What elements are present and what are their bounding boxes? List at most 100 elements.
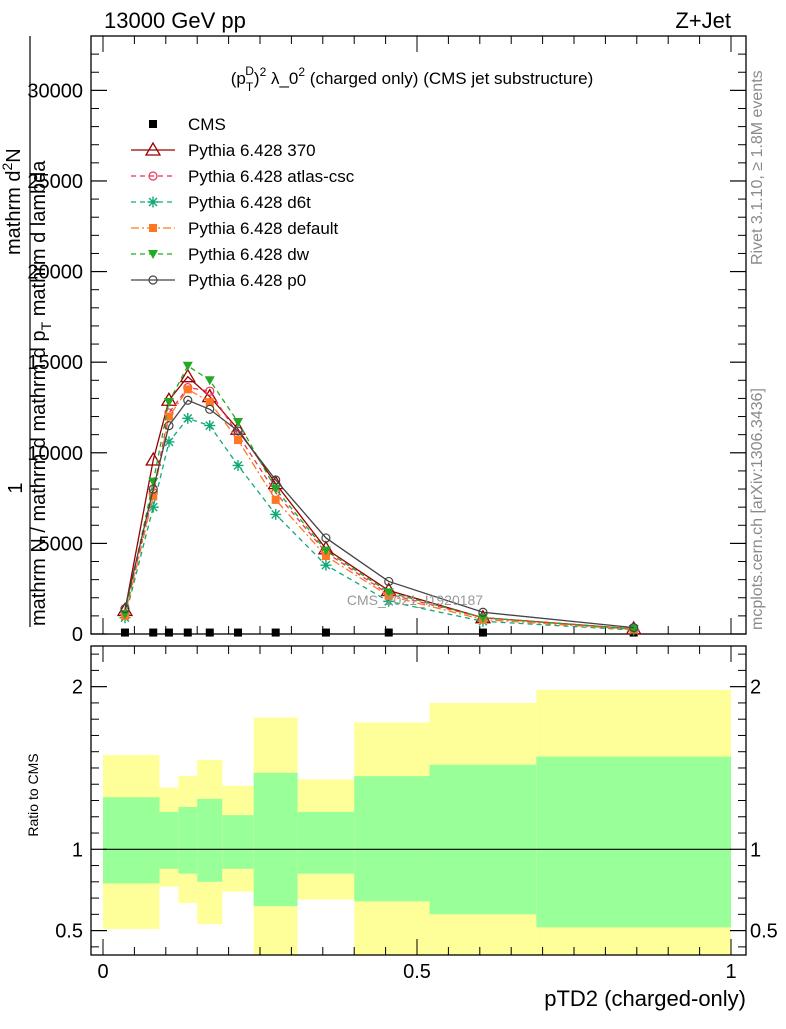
series-point [271,628,280,637]
series-point [233,426,243,436]
legend-swatch-marker [147,196,159,208]
ratio-band-inner [297,811,355,874]
series-point [478,607,488,617]
series-point [205,404,215,414]
legend-item: Pythia 6.428 370 [131,141,316,160]
series-point [164,421,174,431]
series-point [270,508,282,520]
ratio-band-inner [178,807,198,874]
series-point [182,412,194,424]
ratio-ylabel: Ratio to CMS [25,753,41,836]
legend-label: CMS [188,115,226,134]
legend-swatch-marker [149,224,157,232]
ratio-ytick-label-right: 0.5 [750,921,778,943]
legend-swatch-marker [148,250,158,259]
series-point [383,595,395,607]
main-ytick-label: 0 [72,624,83,646]
series-point [320,546,331,556]
ratio-band-inner [103,797,160,884]
ratio-gap [297,899,355,955]
series-point [271,475,281,485]
legend-item: Pythia 6.428 p0 [131,271,306,290]
series-point [234,436,243,445]
legend-label: Pythia 6.428 d6t [188,193,311,212]
legend-label: Pythia 6.428 atlas-csc [188,167,355,186]
title-sub: T [246,80,254,94]
series-point [321,552,330,561]
main-ytick-label: 5000 [39,533,84,555]
series-point [120,604,130,614]
xtick-label: 0.5 [403,961,431,983]
legend-swatch-marker [148,275,158,285]
ylabel-one: 1 [5,482,27,493]
series-line [124,399,634,629]
ratio-ytick-label-left: 1 [72,839,83,861]
legend: CMS Pythia 6.428 370 Pythia 6.428 atlas-cs… [131,115,355,290]
series-point [321,628,330,637]
main-ytick-label: 25000 [27,171,83,193]
series-point [478,628,487,637]
legend-label: Pythia 6.428 dw [188,245,310,264]
series-point [234,628,243,637]
series-layer [116,361,642,637]
series-0 [120,628,638,637]
title-rest: (charged only) (CMS jet substructure) [305,69,593,88]
legend-label: Pythia 6.428 370 [188,141,316,160]
series-point [384,628,393,637]
ratio-band-inner [536,756,731,928]
series-point [164,628,173,637]
legend-swatch-marker [148,171,158,181]
ylabel-denominator: mathrm N / mathrm d mathrm d pT mathrm d… [28,160,54,626]
series-point [629,623,639,633]
main-ylabel: 1 mathrm N / mathrm d mathrm d pT mathrm… [0,36,54,627]
ylabel-num-sup: 2 [0,163,15,171]
series-point [205,628,214,637]
series-point [179,368,196,383]
series-point [148,484,158,494]
header-left: 13000 GeV pp [104,8,246,33]
series-point [120,628,129,637]
main-ytick-label: 10000 [27,443,83,465]
mcplots-label: mcplots.cern.ch [arXiv:1306.3436] [749,388,766,630]
xtick-label: 0 [97,961,108,983]
main-ytick-label: 15000 [27,352,83,374]
series-point [149,492,158,501]
series-point [205,398,214,407]
series-point [271,495,280,504]
legend-item: Pythia 6.428 d6t [131,193,311,212]
series-point [145,451,162,466]
ratio-ytick-label-left: 2 [72,677,83,699]
series-point [384,576,394,587]
main-ytick-label: 20000 [27,262,83,284]
series-point [163,436,175,448]
series-point [182,361,193,371]
title-sup2: 2 [260,65,267,79]
xlabel: pTD2 (charged-only) [544,986,746,1011]
ylabel-den-b: mathrm d lambda [28,160,50,322]
ratio-band-inner [253,772,298,907]
ratio-band-inner [197,798,223,882]
ratio-ytick-label-left: 0.5 [55,921,83,943]
series-point [149,628,158,637]
series-point [163,398,174,408]
ratio-band-inner [354,776,430,902]
legend-label: Pythia 6.428 default [188,219,339,238]
legend-item: Pythia 6.428 dw [131,245,310,264]
legend-item: CMS [149,115,226,134]
ratio-band-inner [222,815,254,869]
legend-item: Pythia 6.428 atlas-csc [131,167,355,186]
series-point [183,628,192,637]
ylabel-numerator: mathrm d2N [0,148,25,255]
header-right: Z+Jet [675,8,731,33]
watermark: CMS_2021_I1920187 [347,592,483,608]
title-close: ) [254,69,260,88]
title-open: (p [231,69,246,88]
series-point [204,376,215,386]
series-point [164,412,173,421]
series-point [205,386,215,396]
ylabel-num-a: mathrm d [3,171,25,255]
ratio-panel: 0.5 0.5 1 1 2 2 0 0.5 1 [55,645,778,983]
main-frame [90,35,747,635]
chart-title: (pTD)2 λ_02 (charged only) (CMS jet subs… [231,64,593,94]
